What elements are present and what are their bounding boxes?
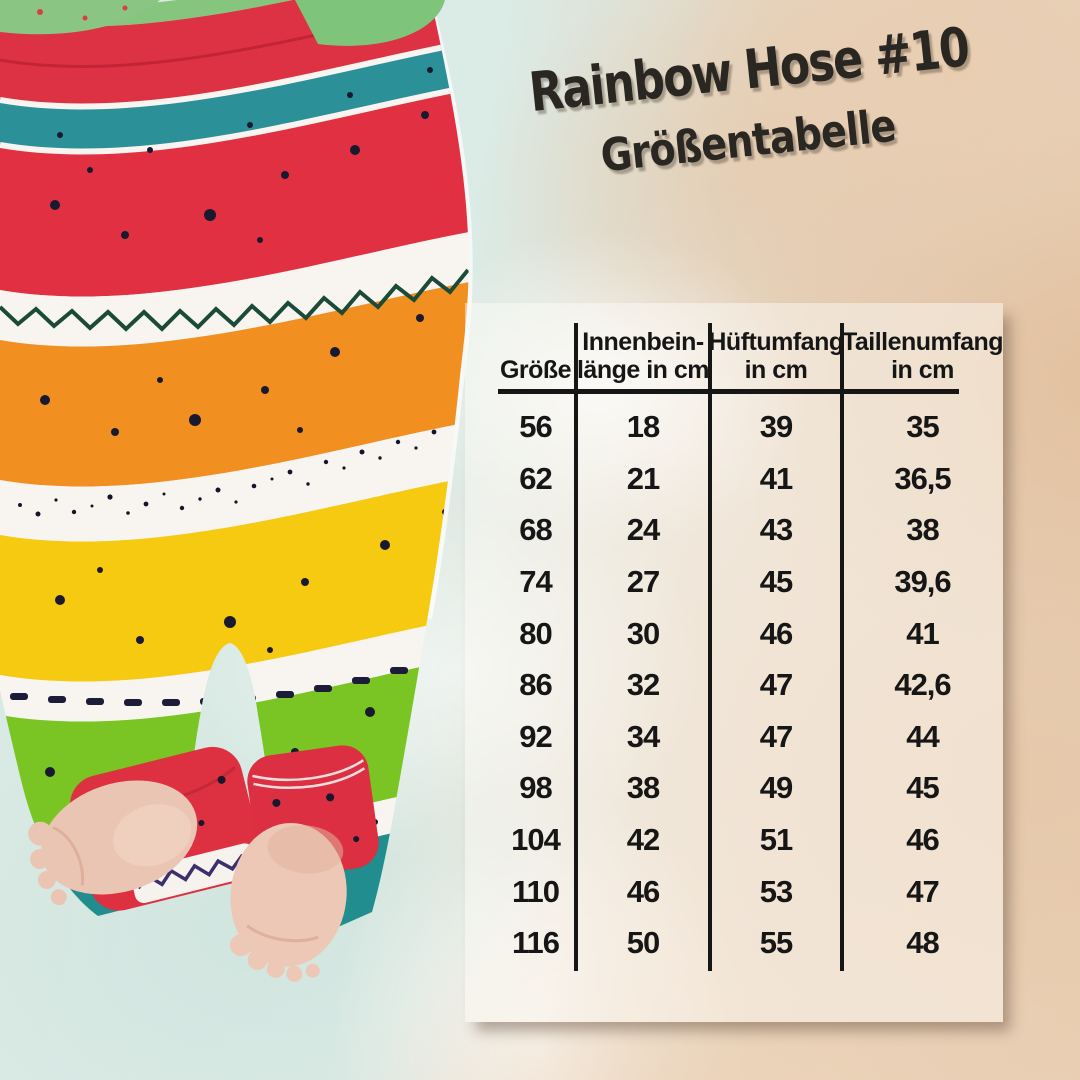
hip-cell: 47 [759,667,793,702]
inseam-cell: 46 [626,874,660,909]
size-cell: 86 [519,667,552,702]
table-header-underline [498,389,959,394]
size-cell: 98 [519,770,552,805]
hip-cell: 45 [759,564,793,599]
waist-cell: 35 [906,409,939,444]
green-top-garment [0,0,445,46]
column-header-hueftumfang: Hüftumfang in cm [708,328,844,384]
inseam-cell: 34 [626,719,660,754]
inseam-cell: 18 [626,409,660,444]
hip-cell: 41 [759,461,793,496]
hip-cell: 53 [759,874,793,909]
waist-cell: 39,6 [894,564,951,599]
inseam-cell: 32 [626,667,660,702]
table-row: 74 27 45 39,6 [465,556,1003,608]
waist-cell: 44 [906,719,939,754]
column-header-taillenumfang: Taillenumfang in cm [841,328,1004,384]
waist-cell: 45 [906,770,939,805]
column-header-groesse: Größe [499,355,572,384]
inseam-cell: 38 [626,770,660,805]
hip-cell: 49 [759,770,793,805]
hip-cell: 43 [759,512,793,547]
table-divider-vertical-1 [574,323,578,971]
table-row: 86 32 47 42,6 [465,659,1003,711]
hip-cell: 46 [759,616,793,651]
table-row: 110 46 53 47 [465,866,1003,918]
right-foot [230,822,347,982]
table-header-row: Größe Innenbein- länge in cm Hüftumfang … [465,321,1004,387]
size-cell: 80 [519,616,552,651]
size-cell: 56 [519,409,552,444]
inseam-cell: 50 [626,925,660,960]
left-foot [28,780,198,906]
hip-cell: 55 [759,925,793,960]
waist-cell: 41 [906,616,939,651]
inseam-cell: 24 [626,512,660,547]
hip-cell: 51 [759,822,793,857]
table-row: 98 38 49 45 [465,762,1003,814]
column-header-innenbeinlaenge: Innenbein- länge in cm [576,328,710,384]
table-row: 56 18 39 35 [465,401,1003,453]
product-photo-baby-rainbow-pants [0,0,473,982]
hip-cell: 39 [759,409,793,444]
table-row: 62 21 41 36,5 [465,453,1003,505]
size-cell: 74 [519,564,552,599]
waist-cell: 38 [906,512,939,547]
size-cell: 68 [519,512,552,547]
size-cell: 116 [511,925,560,960]
table-divider-vertical-2 [708,323,712,971]
waist-cell: 47 [906,874,939,909]
inseam-cell: 42 [626,822,660,857]
inseam-cell: 21 [626,461,660,496]
inseam-cell: 27 [626,564,660,599]
table-row: 104 42 51 46 [465,814,1003,866]
table-divider-vertical-3 [840,323,844,971]
waist-cell: 46 [906,822,939,857]
inseam-cell: 30 [626,616,660,651]
size-cell: 92 [519,719,552,754]
table-row: 116 50 55 48 [465,917,1003,969]
waist-cell: 42,6 [894,667,951,702]
hip-cell: 47 [759,719,793,754]
waist-cell: 36,5 [894,461,951,496]
table-row: 80 30 46 41 [465,608,1003,660]
table-row: 92 34 47 44 [465,711,1003,763]
size-cell: 110 [511,874,560,909]
size-cell: 104 [511,822,561,857]
size-table-panel: Größe Innenbein- länge in cm Hüftumfang … [465,303,1004,1022]
table-row: 68 24 43 38 [465,504,1003,556]
size-cell: 62 [519,461,552,496]
waist-cell: 48 [906,925,939,960]
